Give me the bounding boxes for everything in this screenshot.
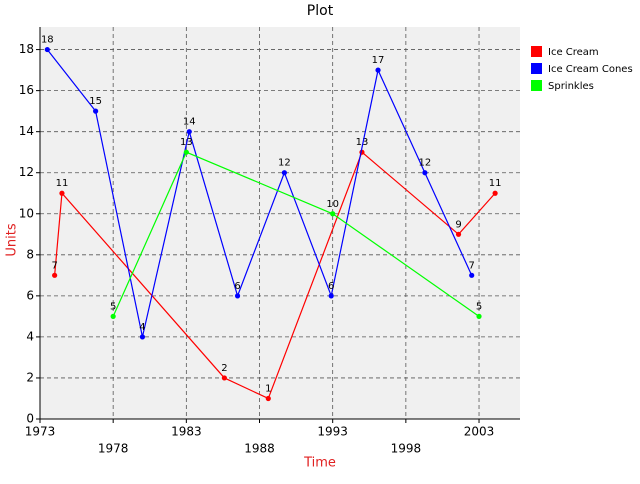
data-label: 13 — [180, 137, 193, 148]
data-label: 17 — [372, 55, 385, 66]
legend-label: Ice Cream — [548, 47, 599, 58]
data-label: 1 — [265, 383, 271, 394]
data-label: 2 — [221, 363, 227, 374]
data-label: 11 — [56, 178, 69, 189]
plot-area — [40, 27, 520, 419]
data-point — [330, 211, 336, 217]
y-tick-label: 6 — [26, 288, 34, 302]
data-point — [492, 190, 498, 196]
x-tick-label: 1998 — [391, 442, 422, 456]
data-label: 5 — [476, 301, 482, 312]
data-label: 9 — [455, 219, 461, 230]
legend-swatch — [531, 80, 542, 91]
data-point — [44, 46, 50, 53]
data-point — [139, 334, 146, 340]
data-label: 18 — [41, 35, 54, 46]
data-label: 4 — [139, 322, 145, 333]
y-tick-label: 8 — [26, 247, 34, 261]
data-point — [93, 108, 99, 114]
series-line — [46, 49, 473, 338]
data-label: 13 — [356, 137, 369, 148]
data-point — [183, 149, 189, 155]
y-tick-label: 10 — [19, 206, 34, 220]
data-label: 12 — [419, 158, 432, 169]
legend-swatch — [531, 63, 542, 74]
data-label: 6 — [234, 281, 240, 292]
data-point — [281, 170, 287, 176]
x-tick-label: 1978 — [98, 442, 129, 456]
y-axis-label: Units — [5, 223, 20, 256]
data-point — [59, 190, 65, 196]
data-label: 7 — [469, 260, 475, 271]
data-point — [234, 293, 241, 299]
data-point — [469, 272, 475, 278]
data-point — [52, 272, 58, 278]
data-label: 7 — [51, 260, 57, 271]
data-label: 11 — [489, 178, 502, 189]
chart-title: Plot — [307, 3, 334, 19]
data-point — [186, 129, 192, 135]
y-tick-label: 16 — [19, 83, 34, 97]
y-tick-label: 0 — [26, 412, 34, 426]
x-tick-label: 1973 — [25, 425, 56, 439]
y-tick-label: 14 — [19, 124, 34, 138]
data-label: 14 — [183, 117, 196, 128]
data-point — [110, 313, 116, 319]
x-tick-label: 1983 — [171, 425, 202, 439]
data-label: 5 — [110, 301, 116, 312]
x-tick-label: 2003 — [464, 425, 495, 439]
legend-swatch — [531, 46, 542, 57]
data-point — [221, 375, 227, 381]
data-point — [375, 67, 381, 73]
data-point — [476, 313, 482, 319]
x-tick-label: 1993 — [317, 425, 348, 439]
y-tick-label: 18 — [19, 42, 34, 56]
data-point — [455, 231, 462, 237]
legend-label: Sprinkles — [548, 81, 594, 92]
data-point — [265, 395, 271, 402]
y-tick-label: 2 — [26, 370, 34, 384]
data-point — [422, 170, 428, 176]
y-tick-label: 12 — [19, 165, 34, 179]
data-label: 15 — [89, 96, 102, 107]
y-tick-label: 4 — [26, 329, 34, 343]
data-label: 6 — [328, 281, 334, 292]
data-label: 12 — [278, 158, 291, 169]
data-label: 10 — [326, 199, 339, 210]
data-point — [328, 293, 334, 299]
series-line — [112, 151, 480, 317]
legend-label: Ice Cream Cones — [548, 64, 633, 75]
x-axis-label: Time — [303, 456, 336, 471]
x-tick-label: 1988 — [244, 442, 275, 456]
